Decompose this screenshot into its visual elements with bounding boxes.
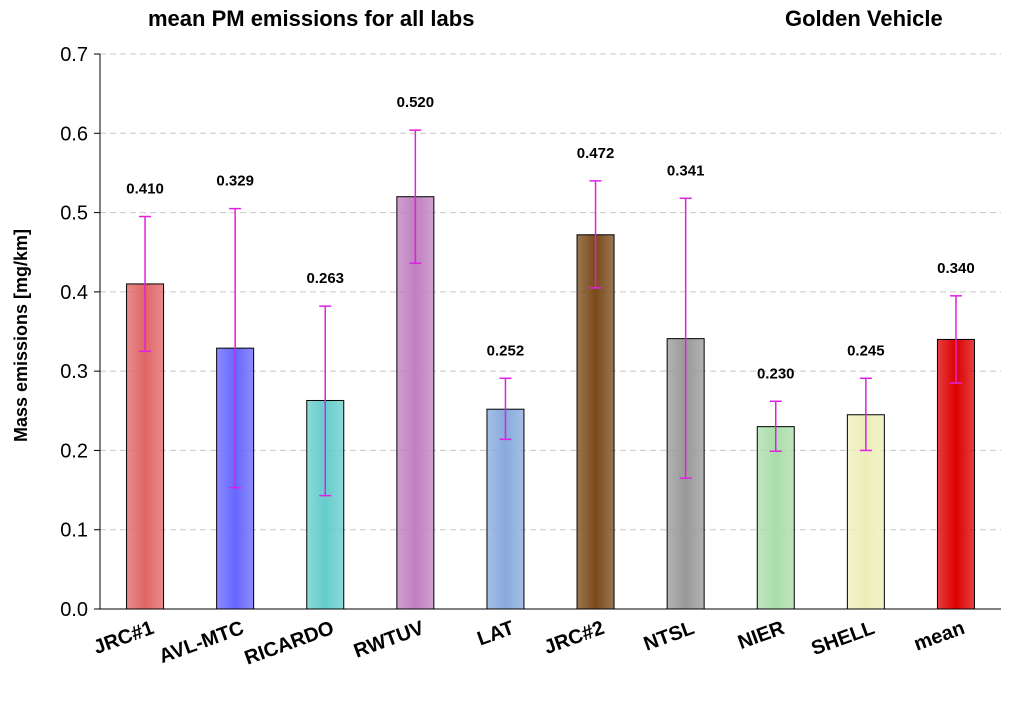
value-label: 0.472: [577, 145, 615, 162]
value-label: 0.230: [757, 365, 795, 382]
error-bar: [589, 180, 602, 289]
value-label: 0.245: [847, 342, 885, 359]
y-tick-label: 0.5: [60, 203, 88, 225]
y-tick-label: 0.4: [60, 282, 88, 304]
value-label: 0.520: [397, 94, 435, 111]
y-tick-label: 0.1: [60, 520, 88, 542]
error-bar: [229, 207, 242, 489]
chart-title: mean PM emissions for all labs: [148, 6, 475, 31]
y-tick-label: 0.7: [60, 44, 88, 66]
y-axis-ticks: 0.0 0.1 0.2 0.3 0.4 0.5 0.6 0.7: [60, 44, 100, 621]
error-bar: [139, 215, 152, 353]
bar-mean: [936, 338, 975, 610]
x-tick-label: LAT: [474, 617, 517, 650]
y-tick-label: 0.2: [60, 440, 88, 462]
error-bar: [859, 377, 872, 452]
x-tick-label: JRC#1: [91, 617, 157, 659]
x-tick-label: NTSL: [641, 617, 698, 656]
value-label: 0.340: [937, 260, 975, 277]
bars: [126, 196, 975, 610]
value-labels: 0.410 0.329 0.263 0.520 0.252 0.472 0.341 0.230…: [126, 94, 974, 382]
y-tick-label: 0.0: [60, 599, 88, 621]
x-tick-label: RICARDO: [242, 617, 337, 670]
x-tick-label: NIER: [735, 617, 788, 654]
x-tick-label: AVL-MTC: [156, 617, 247, 668]
error-bars: [139, 129, 962, 497]
x-tick-label: RWTUV: [351, 617, 428, 663]
x-tick-label: SHELL: [808, 617, 877, 660]
y-axis-label: Mass emissions [mg/km]: [11, 229, 31, 442]
error-bar: [319, 305, 332, 497]
value-label: 0.410: [126, 181, 164, 198]
bar-jrc-2: [576, 234, 615, 610]
bar-lat: [486, 408, 525, 610]
y-tick-label: 0.3: [60, 361, 88, 383]
value-label: 0.263: [306, 270, 344, 287]
bar-nier: [756, 426, 795, 610]
x-tick-label: JRC#2: [541, 617, 607, 659]
chart-subtitle: Golden Vehicle: [785, 6, 943, 31]
value-label: 0.329: [216, 173, 254, 190]
x-tick-label: mean: [911, 617, 968, 656]
error-bar: [499, 377, 512, 441]
error-bar: [769, 400, 782, 452]
bar-jrc-1: [126, 283, 165, 610]
y-tick-label: 0.6: [60, 123, 88, 145]
error-bar: [679, 197, 692, 479]
error-bar: [409, 129, 422, 265]
error-bar: [949, 295, 962, 384]
value-label: 0.341: [667, 162, 705, 179]
value-label: 0.252: [487, 342, 525, 359]
